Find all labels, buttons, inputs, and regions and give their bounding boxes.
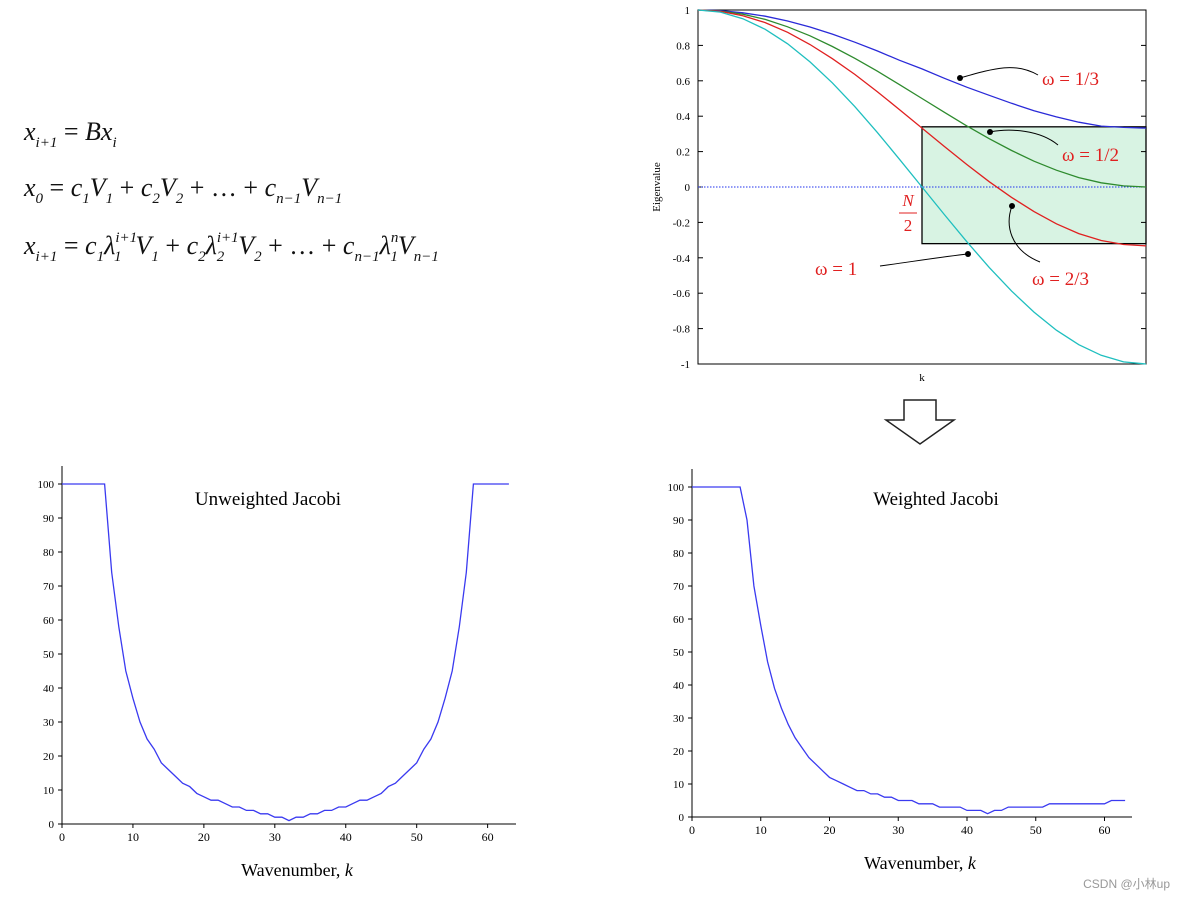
y-tick-label: 60 (673, 614, 685, 626)
annotation-arrowhead (1009, 203, 1015, 209)
y-tick-label: 60 (43, 615, 55, 627)
y-tick-label: 80 (43, 547, 55, 559)
eigenvalue-chart: 1 0.8 0.6 0.4 0.2 0 -0.2 -0.4 -0.6 -0.8 -1 k Eigenva… (651, 5, 1147, 384)
y-tick-label: -1 (681, 359, 690, 371)
series-line (62, 483, 509, 822)
series-line (697, 9, 1147, 188)
x-tick-label: 50 (1030, 823, 1042, 837)
y-tick-label: 0.4 (676, 111, 690, 123)
x-axis-label: Wavenumber, k (241, 860, 354, 880)
highlight-region (921, 126, 1147, 245)
y-tick-label: 20 (43, 751, 55, 763)
x-tick-label: 40 (340, 830, 352, 844)
annotation-label: ω = 1/2 (1062, 145, 1119, 166)
annotation-arrow (1008, 205, 1041, 263)
x-tick-label: 20 (198, 830, 210, 844)
annotation-label: ω = 1/3 (1042, 69, 1099, 90)
x-tick-label: 10 (127, 830, 139, 844)
series-line (697, 9, 1147, 247)
annotation-arrow (989, 129, 1059, 146)
y-tick-label: 80 (673, 548, 685, 560)
x-tick-label: 10 (755, 823, 767, 837)
annotation-label: ω = 2/3 (1032, 269, 1089, 290)
y-tick-label: -0.8 (673, 324, 691, 336)
y-tick-label: 30 (673, 713, 685, 725)
watermark: CSDN @小林up (1083, 877, 1170, 891)
y-tick-label: -0.6 (673, 288, 691, 300)
region-label-numerator: N (901, 191, 915, 210)
y-tick-label: 40 (43, 683, 55, 695)
y-tick-label: 100 (38, 479, 55, 491)
annotation-arrow (959, 67, 1039, 79)
y-tick-label: 30 (43, 717, 55, 729)
y-tick-label: -0.2 (673, 217, 690, 229)
y-tick-label: 0.2 (676, 147, 690, 159)
y-tick-label: 90 (673, 515, 685, 527)
y-tick-label: 40 (673, 680, 685, 692)
x-tick-label: 50 (411, 830, 423, 844)
series-line (692, 486, 1126, 815)
formula-block: xi+1 = Bxi x0 = c1V1 + c2V2 + … + cn−1Vn… (23, 117, 439, 265)
y-tick-label: 0 (49, 819, 55, 831)
annotation-arrowhead (987, 129, 993, 135)
x-tick-label: 60 (482, 830, 494, 844)
chart-title: Unweighted Jacobi (195, 489, 341, 510)
x-tick-label: 60 (1099, 823, 1111, 837)
x-axis-label: Wavenumber, k (864, 853, 977, 873)
series-line (697, 9, 1147, 129)
annotation-label: ω = 1 (815, 259, 857, 280)
y-tick-label: 0.8 (676, 40, 690, 52)
x-tick-label: 0 (689, 823, 695, 837)
y-tick-label: 90 (43, 513, 55, 525)
y-tick-label: 70 (673, 581, 685, 593)
annotation-arrow (879, 253, 969, 267)
y-tick-label: 0.6 (676, 76, 690, 88)
y-tick-label: -0.4 (673, 253, 691, 265)
y-tick-label: 10 (43, 785, 55, 797)
annotation-arrowhead (957, 75, 963, 81)
x-axis-label: k (919, 372, 925, 384)
x-tick-label: 0 (59, 830, 65, 844)
y-tick-label: 20 (673, 746, 685, 758)
y-tick-label: 70 (43, 581, 55, 593)
y-axis-label: Eigenvalue (651, 162, 663, 212)
x-tick-label: 20 (824, 823, 836, 837)
chart-title: Weighted Jacobi (873, 489, 999, 510)
series-line (697, 9, 1147, 365)
x-tick-label: 40 (961, 823, 973, 837)
y-tick-label: 50 (43, 649, 55, 661)
y-tick-label: 10 (673, 779, 685, 791)
y-tick-label: 0 (685, 182, 691, 194)
y-tick-label: 1 (685, 5, 691, 17)
y-tick-label: 50 (673, 647, 685, 659)
x-tick-label: 30 (892, 823, 904, 837)
y-tick-label: 100 (668, 482, 685, 494)
y-tick-label: 0 (679, 812, 685, 824)
region-label-denominator: 2 (904, 216, 913, 235)
annotation-arrowhead (965, 251, 971, 257)
down-arrow-icon (883, 399, 957, 445)
x-tick-label: 30 (269, 830, 281, 844)
